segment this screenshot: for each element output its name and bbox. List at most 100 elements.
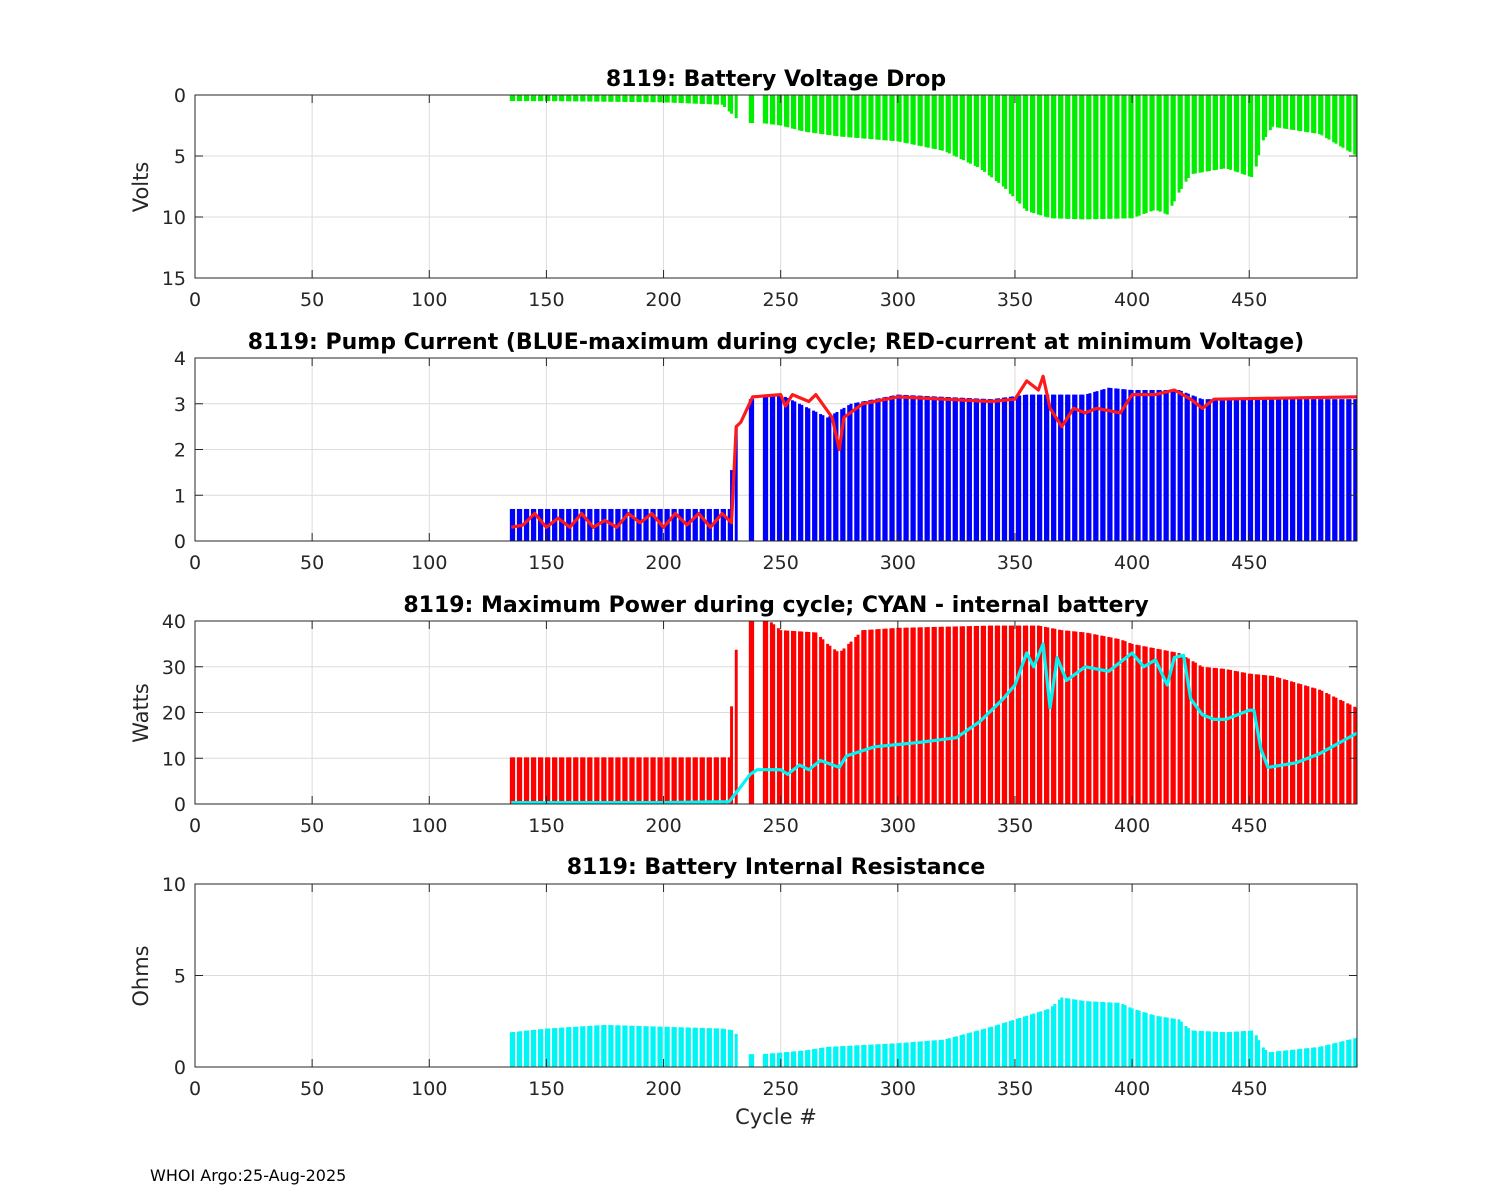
bar: [924, 627, 928, 804]
bar: [875, 1044, 879, 1067]
bar: [631, 1025, 635, 1067]
bar: [716, 757, 719, 804]
bar: [1205, 1031, 1209, 1067]
x-tick-label: 300: [880, 289, 916, 311]
bar: [1086, 632, 1090, 804]
bar: [1205, 667, 1209, 804]
bar: [1304, 95, 1307, 132]
y-tick-label: 2: [174, 440, 186, 462]
bar: [966, 626, 970, 804]
bar: [1109, 387, 1113, 541]
bar: [1086, 95, 1090, 220]
bar: [671, 508, 675, 541]
bar: [945, 626, 949, 804]
bar: [1072, 95, 1076, 220]
bar: [1067, 394, 1071, 541]
bar: [1029, 394, 1033, 541]
bar: [807, 1049, 811, 1067]
bar: [1158, 390, 1162, 541]
bar: [1109, 95, 1113, 219]
bar: [1332, 696, 1336, 804]
bar: [875, 95, 879, 140]
bar: [530, 508, 534, 541]
bar: [566, 1027, 570, 1067]
bar: [596, 1025, 600, 1067]
bar: [1212, 95, 1216, 171]
bar: [1022, 95, 1026, 209]
bar: [636, 95, 640, 103]
bar: [1193, 396, 1197, 541]
y-tick-label: 0: [174, 794, 186, 816]
bar: [601, 1025, 605, 1067]
bar: [1086, 393, 1090, 541]
bar: [545, 1028, 548, 1067]
bar: [954, 1036, 958, 1067]
bar: [1008, 1020, 1012, 1067]
bar: [671, 757, 675, 804]
bar: [919, 395, 923, 541]
bar: [1334, 697, 1338, 804]
x-tick-label: 400: [1114, 552, 1150, 574]
bar: [1025, 394, 1029, 541]
bar: [723, 508, 726, 541]
bar: [1304, 399, 1307, 541]
bar: [940, 1039, 944, 1067]
bar: [833, 649, 837, 804]
bar: [1053, 1004, 1057, 1067]
bar: [645, 508, 649, 541]
bar: [840, 1046, 844, 1067]
bar: [856, 95, 860, 139]
x-tick-label: 250: [763, 552, 799, 574]
bar: [821, 639, 825, 804]
bar: [631, 95, 635, 103]
bar: [994, 95, 998, 182]
bar: [1046, 627, 1050, 804]
bar: [1095, 634, 1099, 804]
bar: [537, 1029, 541, 1067]
bar: [889, 1043, 893, 1067]
bar: [1334, 1042, 1338, 1067]
bar: [730, 1030, 734, 1067]
bar: [828, 1046, 832, 1067]
bar: [983, 1028, 987, 1067]
y-tick-label: 3: [174, 394, 186, 416]
x-tick-label: 400: [1114, 1078, 1150, 1100]
bar: [580, 1026, 584, 1067]
bar: [699, 1027, 703, 1067]
bar: [1116, 1002, 1120, 1067]
bar: [863, 95, 867, 139]
bar: [680, 1027, 684, 1067]
bar: [1313, 1047, 1317, 1067]
bar: [512, 508, 516, 541]
bar: [1341, 1041, 1345, 1067]
bar: [751, 621, 755, 804]
bar: [945, 397, 949, 541]
bar: [1268, 399, 1272, 541]
bar: [1236, 95, 1240, 173]
bar: [519, 95, 523, 102]
bar: [884, 628, 888, 804]
bar: [552, 757, 555, 804]
bar: [1299, 1048, 1303, 1067]
bar: [727, 95, 731, 112]
bar: [1219, 1031, 1223, 1067]
bar: [861, 630, 865, 804]
bar-series: [509, 621, 1357, 804]
bar: [1163, 650, 1167, 804]
bar: [847, 1045, 851, 1067]
bar: [1163, 1017, 1167, 1067]
bar: [1004, 625, 1008, 804]
bar: [1339, 399, 1343, 541]
bar: [1109, 1002, 1113, 1067]
bar: [1032, 95, 1036, 214]
bar: [938, 626, 942, 804]
bar: [678, 1027, 682, 1067]
x-tick-label: 450: [1231, 289, 1267, 311]
bar: [617, 757, 621, 804]
bar: [877, 1044, 881, 1067]
bar: [1025, 625, 1029, 804]
bar: [1058, 95, 1061, 219]
bar: [952, 626, 956, 804]
bar: [680, 508, 684, 541]
tick-layer: 0 50 100 150 200 250 300 350 400 450 0 5 10 15: [162, 85, 1357, 311]
